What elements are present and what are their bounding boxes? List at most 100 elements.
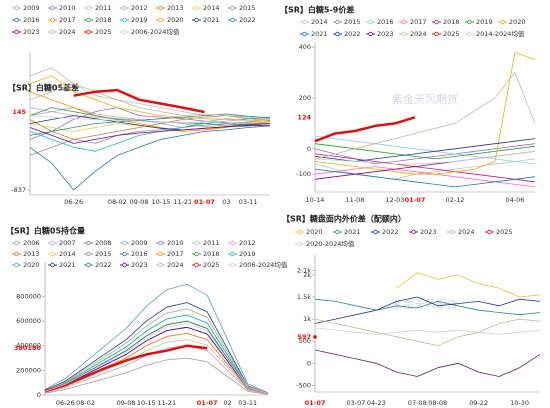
legend-marker [368,19,373,25]
legend-marker [297,229,302,235]
legend-marker [230,5,235,11]
legend-marker [158,17,163,23]
legend-label: 2023 [377,30,394,38]
legend-marker [50,251,55,257]
legend-label: 2020 [509,18,526,26]
legend-label: 2015 [344,18,361,26]
legend-label: 2024 [167,261,184,269]
legend-marker [401,31,406,37]
legend-label: 2024 [59,28,76,36]
legend-marker [401,19,406,25]
legend-label: 2019 [239,250,256,258]
legend-marker [86,240,91,246]
series-line [314,72,536,160]
series-line [44,283,269,394]
x-tick-label: 08-02 [76,399,95,407]
legend-marker [86,251,91,257]
series-line [44,326,269,394]
x-tick-label: 12-03 [386,196,405,204]
legend-marker [122,262,127,268]
series-line [29,125,271,191]
legend-marker [230,262,235,268]
legend-label: 2014 [59,250,76,258]
current-value: 597 [297,333,311,341]
legend-marker [302,19,307,25]
x-tick-label: 09-08 [130,198,149,206]
series-line [314,116,416,143]
legend-marker [194,251,199,257]
legend-label: 2021 [344,228,361,236]
legend-marker [50,29,55,35]
legend-marker [449,229,454,235]
legend-label: 2025 [203,261,220,269]
series-line [314,327,541,335]
current-value: 145 [12,108,26,116]
legend-marker [434,31,439,37]
legend-label: 2008 [95,239,112,247]
series-line [314,135,536,165]
series-line [44,344,208,393]
y-tick-label: 200 [299,94,311,102]
legend-marker [230,240,235,246]
series-line [44,308,269,394]
legend-label: 2017 [59,16,76,24]
y-tick-label: 400 [299,43,311,51]
legend-marker [368,31,373,37]
legend-label: 2013 [167,4,184,12]
legend-marker [158,240,163,246]
legend-marker [467,19,472,25]
legend-marker [86,5,91,11]
legend-label: 2025 [443,30,460,38]
y-tick-label: -500 [296,381,311,389]
chart-title: 【SR】白糖5-9价差 [280,5,354,15]
legend-label: 2014-2024均值 [476,29,525,38]
y-tick-label: 400000 [16,342,41,350]
y-tick-label: -837 [11,186,26,194]
legend-marker [50,240,55,246]
legend-marker [467,31,472,37]
legend-marker [335,31,340,37]
legend-label: 2021 [311,30,328,38]
x-tick-label: 03-07 [346,399,365,407]
legend-marker [302,31,307,37]
legend-marker [158,5,163,11]
legend-label: 2023 [23,28,40,36]
legend-marker [335,19,340,25]
legend-marker [411,229,416,235]
series-line [314,296,541,324]
legend-marker [122,5,127,11]
legend-label: 2022 [95,261,112,269]
legend-label: 2010 [167,239,184,247]
series-line [314,166,536,188]
legend-label: 2017 [410,18,427,26]
x-tick-label: 08-02 [108,198,127,206]
legend-marker [86,262,91,268]
series-line [29,115,271,124]
current-value: 124 [297,113,311,121]
y-tick-label: 2.1k [297,266,311,274]
x-tick-label: 10-14 [306,196,325,204]
legend-marker [86,17,91,23]
x-tick-label: 04-23 [367,399,386,407]
x-tick-label: 03-11 [239,198,258,206]
x-tick-label: 01-07 [405,196,426,204]
legend-marker [86,29,91,35]
legend-label: 2025 [95,28,112,36]
legend-label: 2016 [131,250,148,258]
y-tick-label: 2k [303,271,311,279]
x-tick-label: 11-08 [346,196,365,204]
series-point [313,335,317,339]
legend-marker [230,17,235,23]
series-line [314,153,536,183]
legend-label: 2009 [131,239,148,247]
x-tick-label: 07-08 [408,399,427,407]
series-line [29,124,271,144]
legend-marker [14,262,19,268]
y-tick-label: 500 [299,337,311,345]
x-tick-label: 10-30 [510,399,529,407]
legend-label: 2011 [95,4,112,12]
legend-marker [50,5,55,11]
legend-label: 2023 [420,228,437,236]
legend-marker [194,5,199,11]
legend-marker [434,19,439,25]
